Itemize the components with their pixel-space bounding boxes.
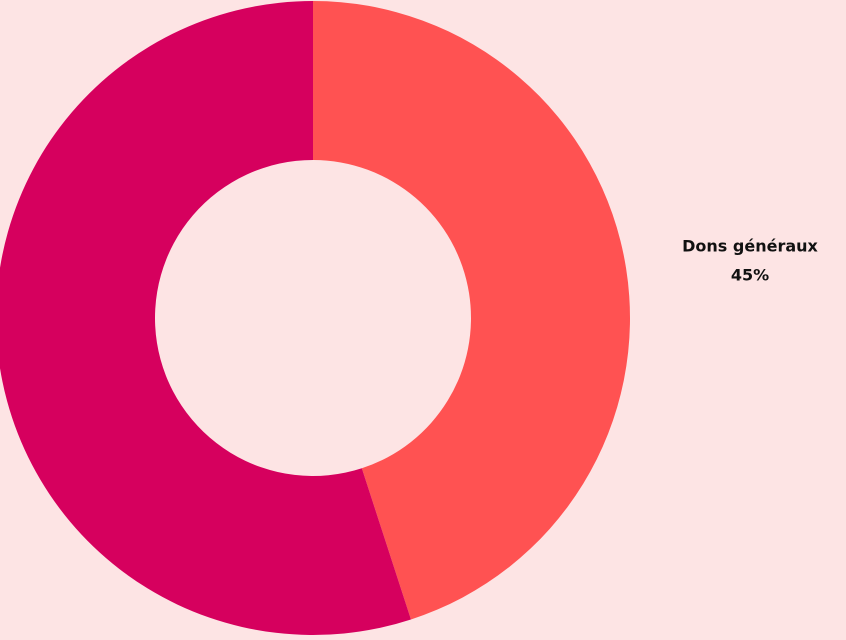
donut-slice-1 (0, 1, 411, 635)
donut-slice-0 (313, 1, 631, 620)
slice-label-name-0: Dons généraux (682, 237, 818, 256)
donut-slices (0, 1, 631, 635)
donut-labels: Dons généraux 45% (682, 237, 818, 285)
slice-label-value-0: 45% (731, 266, 769, 285)
